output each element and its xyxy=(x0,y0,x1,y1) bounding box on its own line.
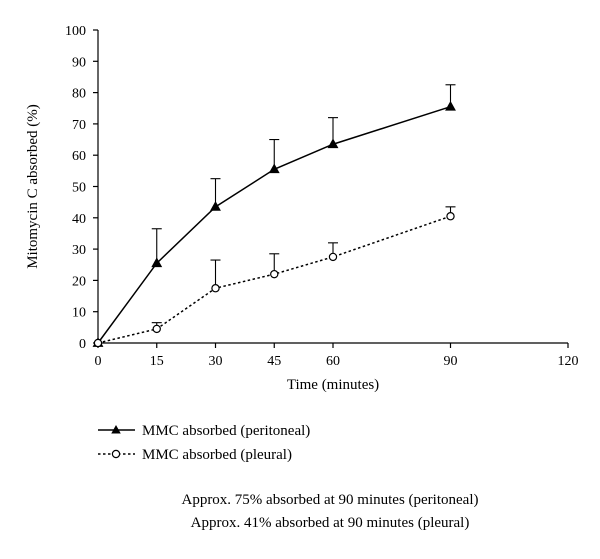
y-tick-label: 0 xyxy=(79,337,86,352)
x-tick-label: 45 xyxy=(267,354,281,369)
legend-item-peritoneal: MMC absorbed (peritoneal) xyxy=(98,423,310,439)
series-lines xyxy=(97,105,451,344)
annotation-peritoneal: Approx. 75% absorbed at 90 minutes (peri… xyxy=(181,492,478,508)
y-axis-title: Mitomycin C absorbed (%) xyxy=(25,104,41,269)
y-tick-label: 100 xyxy=(65,24,86,39)
legend-marker-triangle xyxy=(111,425,121,434)
x-tick-label: 30 xyxy=(209,354,223,369)
data-point-triangle xyxy=(151,257,163,268)
y-tick-label: 50 xyxy=(72,181,86,196)
x-tick-label: 120 xyxy=(558,354,579,369)
data-point-circle xyxy=(270,269,279,279)
x-axis-title: Time (minutes) xyxy=(287,377,379,393)
annotation-pleural: Approx. 41% absorbed at 90 minutes (pleu… xyxy=(191,515,470,531)
legend-label-pleural: MMC absorbed (pleural) xyxy=(142,447,292,463)
y-tick-label: 40 xyxy=(72,212,86,227)
x-tick-label: 90 xyxy=(444,354,458,369)
data-markers xyxy=(92,100,456,348)
data-point-triangle xyxy=(327,138,339,149)
x-tick-label: 15 xyxy=(150,354,164,369)
y-tick-label: 90 xyxy=(72,55,86,70)
axes xyxy=(97,30,568,344)
data-point-circle xyxy=(152,324,161,334)
error-bars xyxy=(151,84,456,329)
data-point-triangle xyxy=(268,163,280,174)
y-tick-label: 30 xyxy=(72,243,86,258)
y-tick-label: 80 xyxy=(72,87,86,102)
legend-item-pleural: MMC absorbed (pleural) xyxy=(98,447,292,463)
data-point-circle xyxy=(211,284,220,293)
axis-ticks: 0 10 20 30 40 50 60 70 80 90 100 0 15 30 45 60 90 120 xyxy=(65,24,579,369)
y-tick-label: 60 xyxy=(72,149,86,164)
x-tick-label: 0 xyxy=(95,354,102,369)
data-point-circle xyxy=(93,338,103,348)
y-tick-label: 20 xyxy=(72,274,86,289)
data-point-circle xyxy=(446,212,455,221)
legend-label-peritoneal: MMC absorbed (peritoneal) xyxy=(142,423,310,439)
data-point-triangle xyxy=(445,100,456,111)
x-tick-label: 60 xyxy=(326,354,340,369)
series-line-1 xyxy=(97,215,451,344)
y-tick-label: 10 xyxy=(72,306,86,321)
data-point-circle xyxy=(328,252,338,262)
legend-marker-circle xyxy=(111,449,121,459)
legend: MMC absorbed (peritoneal) MMC absorbed (… xyxy=(98,423,310,463)
data-point-triangle xyxy=(210,201,221,211)
y-tick-label: 70 xyxy=(72,118,86,133)
series-line-0 xyxy=(97,105,451,344)
